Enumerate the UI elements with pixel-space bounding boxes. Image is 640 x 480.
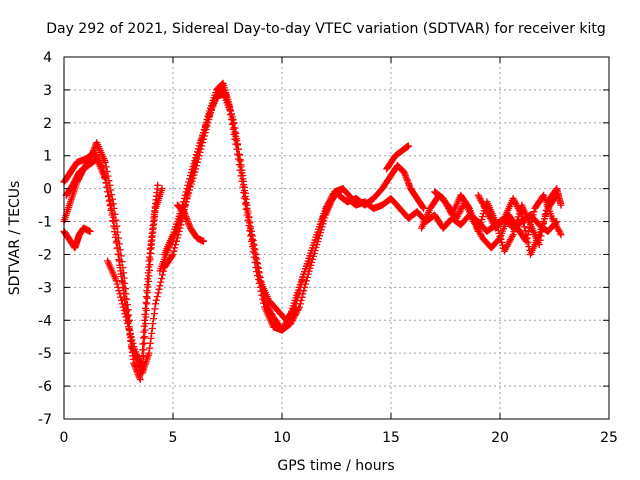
y-tick-label: -5 <box>38 346 52 362</box>
x-tick-label: 5 <box>169 430 178 446</box>
data-point-markers <box>173 201 207 245</box>
y-tick-label: -7 <box>38 412 52 428</box>
data-point-markers <box>474 191 561 258</box>
data-points-layer <box>60 79 565 383</box>
x-tick-label: 10 <box>273 430 291 446</box>
y-tick-label: 2 <box>43 116 52 132</box>
data-point-markers <box>383 142 412 173</box>
x-tick-label: 20 <box>491 430 509 446</box>
x-axis-label: GPS time / hours <box>277 458 394 474</box>
y-tick-label: 4 <box>43 50 52 66</box>
series-track-14 <box>474 191 561 258</box>
plot-frame <box>63 56 610 420</box>
x-tick-label: 25 <box>600 430 618 446</box>
y-tick-label: 3 <box>43 83 52 99</box>
y-tick-label: -4 <box>38 313 52 329</box>
ticks-layer <box>63 56 610 420</box>
y-tick-label: 0 <box>43 182 52 198</box>
x-tick-label: 15 <box>382 430 400 446</box>
x-tick-label: 0 <box>60 430 69 446</box>
y-axis-label: SDTVAR / TECUs <box>7 181 23 296</box>
y-tick-label: -1 <box>38 215 52 231</box>
y-tick-label: 1 <box>43 149 52 165</box>
chart-title: Day 292 of 2021, Sidereal Day-to-day VTE… <box>46 21 606 37</box>
series-track-8 <box>173 201 207 245</box>
data-point-markers <box>160 89 343 324</box>
y-tick-label: -3 <box>38 280 52 296</box>
tick-label-layer: 0 5 10 15 20 25 -7 -6 -5 -4 -3 -2 -1 0 1 2 3 4 <box>38 50 618 446</box>
series-track-11 <box>383 142 412 173</box>
series-track-7 <box>160 89 343 324</box>
y-tick-label: -2 <box>38 247 52 263</box>
y-tick-label: -6 <box>38 379 52 395</box>
